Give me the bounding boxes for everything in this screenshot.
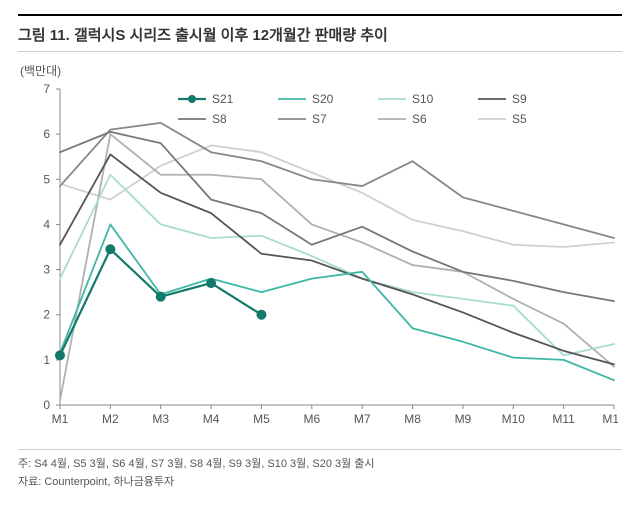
source: 자료: Counterpoint, 하나금융투자 [18, 474, 622, 492]
svg-text:S7: S7 [312, 112, 327, 126]
svg-text:3: 3 [43, 263, 50, 277]
svg-text:S10: S10 [412, 92, 434, 106]
svg-text:M1: M1 [52, 412, 69, 426]
svg-text:6: 6 [43, 127, 50, 141]
svg-text:S8: S8 [212, 112, 227, 126]
svg-text:S20: S20 [312, 92, 334, 106]
svg-text:M12: M12 [602, 412, 618, 426]
svg-text:M5: M5 [253, 412, 270, 426]
chart-area: (백만대) 0 1 2 3 4 5 6 7 M1 M2 M3 M4 M5 M6 M7 M8 M9 M10 M11 M1… [18, 51, 622, 443]
svg-text:M3: M3 [152, 412, 169, 426]
chart-title: 그림 11. 갤럭시S 시리즈 출시월 이후 12개월간 판매량 추이 [18, 24, 622, 45]
svg-text:1: 1 [43, 353, 50, 367]
line-chart: 0 1 2 3 4 5 6 7 M1 M2 M3 M4 M5 M6 M7 M8 M9 M10 M11 M12 S21 S2… [18, 83, 618, 443]
footer: 주: S4 4월, S5 3월, S6 4월, S7 3월, S8 4월, S9… [18, 449, 622, 491]
svg-text:5: 5 [43, 172, 50, 186]
svg-text:M7: M7 [354, 412, 371, 426]
svg-text:S6: S6 [412, 112, 427, 126]
title-bar: 그림 11. 갤럭시S 시리즈 출시월 이후 12개월간 판매량 추이 [18, 14, 622, 51]
svg-text:S9: S9 [512, 92, 527, 106]
footnote: 주: S4 4월, S5 3월, S6 4월, S7 3월, S8 4월, S9… [18, 456, 622, 474]
svg-text:M4: M4 [203, 412, 220, 426]
svg-text:7: 7 [43, 83, 50, 96]
svg-text:0: 0 [43, 398, 50, 412]
svg-text:M6: M6 [303, 412, 320, 426]
svg-text:M10: M10 [502, 412, 526, 426]
svg-text:M2: M2 [102, 412, 119, 426]
y-axis-unit: (백만대) [20, 62, 622, 79]
svg-text:2: 2 [43, 308, 50, 322]
svg-text:M9: M9 [455, 412, 472, 426]
svg-text:S21: S21 [212, 92, 234, 106]
svg-text:S5: S5 [512, 112, 527, 126]
svg-text:4: 4 [43, 217, 50, 231]
svg-text:M11: M11 [552, 412, 575, 426]
svg-text:M8: M8 [404, 412, 421, 426]
